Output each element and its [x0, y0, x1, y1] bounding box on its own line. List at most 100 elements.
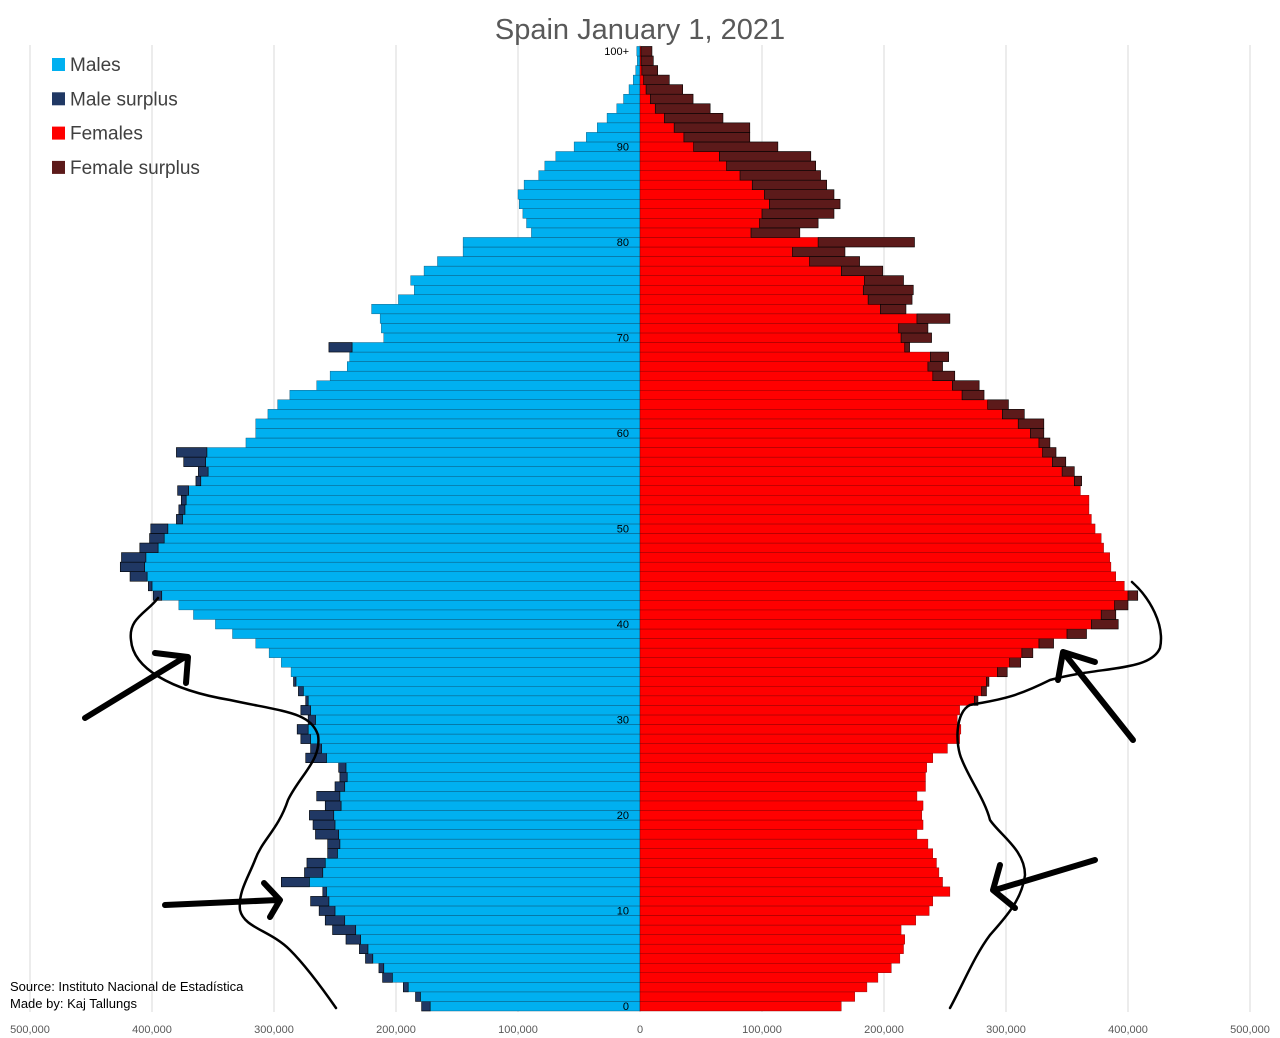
male-surplus-bar [300, 733, 311, 744]
right-curve-annotation [948, 580, 1163, 1010]
age-label: 40 [617, 619, 629, 631]
female-bar [639, 762, 927, 773]
female-surplus-bar [645, 84, 683, 95]
female-bar [639, 533, 1102, 544]
male-surplus-bar [322, 886, 327, 897]
female-bar [639, 342, 905, 353]
female-bar [639, 609, 1102, 620]
female-surplus-bar [1038, 437, 1051, 448]
male-bar [383, 332, 641, 343]
male-bar [340, 800, 641, 811]
female-surplus-bar [986, 676, 990, 687]
male-bar [188, 485, 641, 496]
male-bar [255, 418, 641, 429]
female-bar [639, 667, 998, 677]
female-surplus-bar [932, 370, 956, 381]
x-tick-label: 200,000 [376, 1024, 416, 1036]
female-surplus-bar [664, 113, 724, 124]
x-tick-label: 100,000 [498, 1024, 538, 1036]
male-surplus-bar [298, 685, 304, 697]
male-bar [337, 848, 641, 859]
male-bar [398, 294, 641, 305]
female-bar [639, 103, 656, 114]
x-axis-tick-labels: 500,000 400,000 300,000 200,000 100,000 0 100,… [10, 1024, 1270, 1036]
x-tick-label: 300,000 [986, 1024, 1026, 1036]
male-bar [462, 237, 641, 248]
male-bar [144, 561, 641, 572]
female-bar [639, 332, 902, 343]
arrow-lower-left [162, 880, 283, 920]
male-surplus-bar [300, 705, 311, 716]
legend-swatch [52, 126, 65, 140]
male-bar [344, 915, 641, 926]
male-surplus-bar [178, 504, 186, 515]
male-bar [351, 342, 641, 353]
female-surplus-bar [817, 237, 915, 248]
female-surplus-bar [1114, 600, 1129, 611]
female-bar [639, 724, 962, 735]
male-bar [414, 285, 641, 295]
female-bar [639, 456, 1053, 467]
male-bar [206, 447, 641, 458]
male-surplus-bar [195, 475, 202, 487]
female-bar [639, 256, 810, 267]
male-bar [322, 867, 641, 878]
female-bar [639, 791, 918, 802]
female-bar [639, 800, 924, 811]
male-bar [381, 323, 641, 334]
female-surplus-bar [1021, 647, 1034, 658]
male-surplus-bar [318, 905, 336, 916]
female-surplus-bar [792, 246, 846, 257]
arrow-upper-right [1055, 649, 1136, 743]
freehand-annotations [82, 580, 1163, 1010]
female-surplus-bar [927, 361, 943, 372]
legend-label: Female surplus [70, 158, 200, 179]
male-bar [310, 705, 641, 716]
female-bar [639, 867, 940, 878]
female-surplus-bar [1066, 628, 1087, 639]
male-bar [519, 199, 641, 210]
male-bar [277, 399, 641, 410]
female-surplus-bar [643, 74, 670, 85]
male-bar [333, 810, 641, 821]
female-bar [639, 447, 1043, 458]
male-surplus-bar [338, 762, 347, 773]
x-tick-label: 100,000 [742, 1024, 782, 1036]
male-surplus-bar [316, 791, 341, 802]
female-bar [639, 113, 665, 124]
male-surplus-bar [309, 810, 335, 821]
male-bar [328, 896, 641, 907]
male-surplus-bar [306, 857, 326, 869]
female-surplus-bar [718, 151, 812, 162]
female-surplus-bar [880, 303, 907, 315]
arrow-upper-left [82, 650, 191, 721]
male-surplus-bar [415, 991, 421, 1002]
male-bar [437, 256, 641, 267]
female-bar [639, 466, 1063, 477]
female-surplus-bar [916, 313, 951, 324]
female-bar [639, 141, 694, 152]
female-bar [639, 285, 864, 295]
legend: Males Male surplus Females Female surplus [52, 55, 200, 179]
male-surplus-bar [129, 571, 148, 582]
age-label: 50 [617, 524, 629, 536]
male-surplus-bar [324, 915, 346, 926]
male-bar [347, 361, 641, 372]
male-bar [526, 218, 641, 229]
male-bar [157, 542, 641, 553]
female-surplus-bar [673, 122, 751, 133]
female-bar [639, 437, 1040, 448]
male-bar [367, 943, 641, 954]
female-bar [639, 370, 933, 381]
female-bar [639, 819, 924, 830]
male-surplus-bar [310, 896, 330, 907]
female-bar [639, 523, 1096, 534]
male-bar [371, 304, 641, 315]
x-tick-label: 400,000 [132, 1024, 172, 1036]
x-tick-label: 0 [637, 1024, 643, 1036]
female-bar [639, 265, 842, 276]
female-surplus-bar [862, 284, 914, 296]
male-bar [289, 390, 641, 401]
source-note: Source: Instituto Nacional de Estadístic… [10, 978, 243, 1012]
male-bar [161, 590, 641, 601]
